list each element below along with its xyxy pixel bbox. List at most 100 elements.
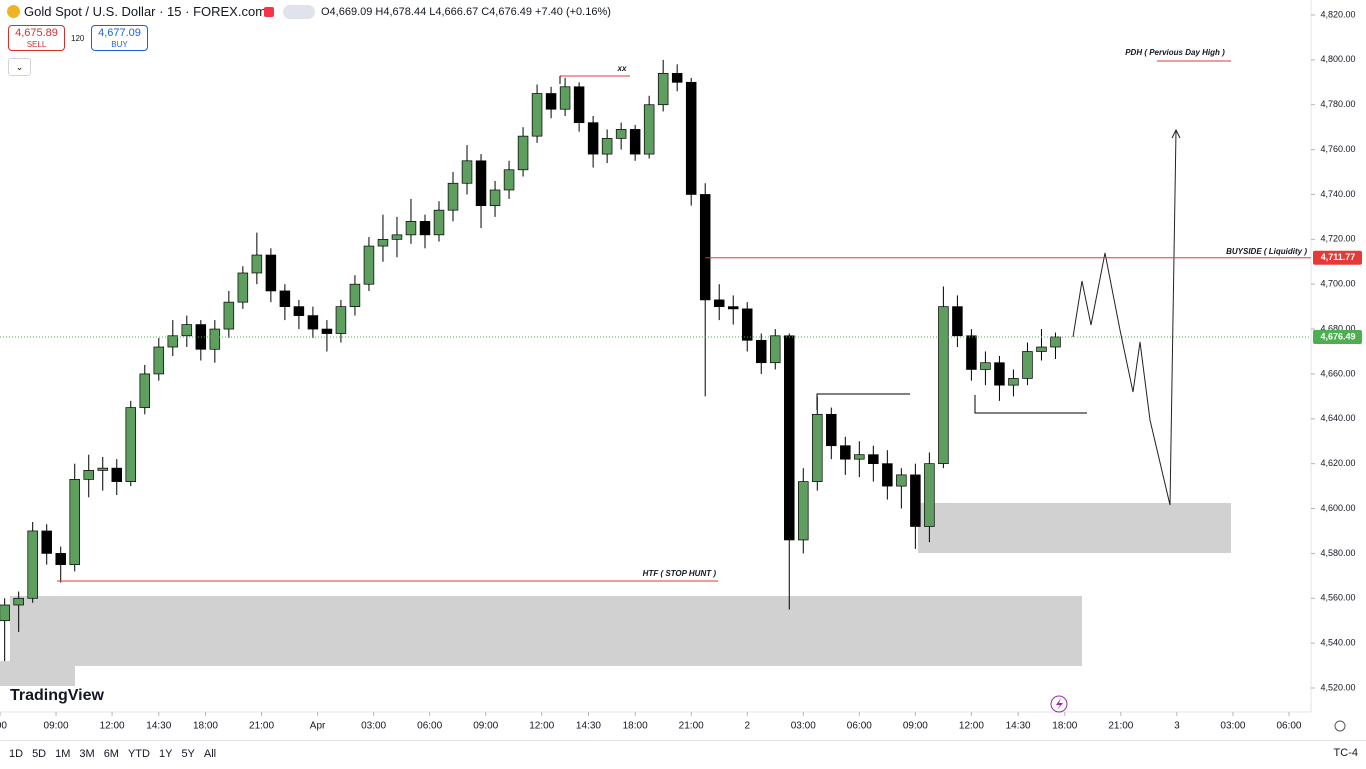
- candle-body: [770, 335, 781, 364]
- candle-body: [685, 81, 697, 195]
- candle-body: [321, 328, 333, 334]
- collapse-button[interactable]: ⌄: [8, 58, 31, 76]
- brand: TradingView: [10, 687, 104, 704]
- candle-body: [405, 221, 417, 236]
- candle-body: [111, 467, 123, 482]
- range-button[interactable]: 5Y: [181, 748, 195, 760]
- candle-body: [139, 373, 151, 408]
- buy-price: 4,677.09: [98, 27, 141, 39]
- settings-icon[interactable]: [1334, 720, 1346, 732]
- candle-body: [896, 474, 907, 487]
- x-tick-label: 21:00: [679, 721, 704, 732]
- annotation: HTF ( STOP HUNT ): [643, 569, 717, 578]
- range-button[interactable]: 1D: [9, 748, 24, 760]
- ohlc: O4,669.09 H4,678.44 L4,666.67 C4,676.49 …: [321, 6, 611, 18]
- sell-price: 4,675.89: [15, 27, 58, 39]
- candle-body: [0, 604, 10, 622]
- y-tick-label: 4,660.00: [1320, 368, 1355, 378]
- arrow-head: [1171, 128, 1181, 139]
- candles: [0, 59, 1061, 662]
- sell-label: SELL: [26, 40, 47, 49]
- candle-body: [153, 346, 165, 375]
- candle-body: [475, 160, 487, 207]
- x-tick-label: 03:00: [1220, 721, 1245, 732]
- candle-body: [629, 129, 641, 155]
- candle-body: [265, 254, 277, 292]
- candle-body: [279, 290, 291, 307]
- range-button[interactable]: 1Y: [158, 748, 173, 760]
- candle-body: [994, 362, 1005, 386]
- demand-zone: [918, 503, 1231, 553]
- range-button[interactable]: 6M: [103, 748, 119, 760]
- x-tick-label: Apr: [310, 721, 326, 732]
- candle-body: [798, 481, 809, 541]
- last-price-tag: [1313, 329, 1362, 344]
- x-tick-label: 18:00: [623, 721, 648, 732]
- indicator-toggle[interactable]: [283, 5, 315, 19]
- candle-body: [545, 93, 557, 110]
- projection-path: [1072, 130, 1177, 506]
- candle-body: [755, 339, 767, 364]
- x-tick-label: 03:00: [791, 721, 816, 732]
- structure-line: [974, 395, 1087, 414]
- candle-body: [671, 72, 683, 83]
- x-tick-label: 12:00: [959, 721, 984, 732]
- candle-body: [559, 86, 571, 110]
- candle-body: [433, 209, 445, 236]
- candle-body: [966, 335, 977, 370]
- candle-body: [840, 445, 851, 460]
- candle-body: [461, 160, 473, 184]
- range-button[interactable]: 1M: [55, 748, 71, 760]
- candle-body: [952, 306, 963, 337]
- flag-icon[interactable]: [264, 7, 274, 17]
- range-button[interactable]: All: [203, 748, 217, 760]
- candle-body: [181, 324, 193, 337]
- sell-button[interactable]: 4,675.89 SELL: [8, 25, 65, 51]
- candle-body: [293, 306, 305, 316]
- candle-body: [349, 283, 361, 307]
- x-tick-label: 18:00: [1052, 721, 1077, 732]
- range-button[interactable]: 5D: [32, 748, 47, 760]
- x-tick-label: 21:00: [249, 721, 274, 732]
- candle-body: [713, 299, 725, 307]
- candle-body: [826, 413, 837, 447]
- candle-body: [601, 138, 613, 155]
- y-tick-label: 4,740.00: [1320, 189, 1355, 199]
- candle-body: [125, 407, 137, 482]
- candle-body: [657, 72, 669, 106]
- x-tick-label: 06:00: [847, 721, 872, 732]
- range-button[interactable]: YTD: [127, 748, 150, 760]
- annotation: xx: [617, 64, 627, 73]
- x-tick-label: 09:00: [44, 721, 69, 732]
- x-tick-label: 14:30: [1006, 721, 1031, 732]
- annotation: PDH ( Pervious Day High ): [1125, 48, 1225, 57]
- candle-body: [980, 362, 991, 370]
- x-tick-label: 06:00: [1276, 721, 1301, 732]
- x-tick-label: 09:00: [473, 721, 498, 732]
- spread: 120: [71, 34, 85, 43]
- brand-logo: TradingView: [10, 687, 104, 705]
- candle-body: [1022, 351, 1033, 379]
- range-button[interactable]: 3M: [79, 748, 95, 760]
- candle-body: [209, 328, 221, 350]
- y-tick-label: 4,820.00: [1320, 9, 1355, 19]
- candle-body: [910, 474, 921, 527]
- candle-body: [812, 413, 823, 482]
- demand-zone: [0, 661, 75, 686]
- drawings: HTF ( STOP HUNT ) xx PDH ( Pervious Day …: [57, 48, 1346, 732]
- layout-name[interactable]: TC-4: [1333, 747, 1358, 759]
- x-tick-label: 2: [744, 721, 750, 732]
- y-tick-label: 4,540.00: [1320, 638, 1355, 648]
- candle-body: [615, 129, 627, 139]
- y-tick-label: 4,620.00: [1320, 458, 1355, 468]
- buy-button[interactable]: 4,677.09 BUY: [91, 25, 148, 51]
- candle-body: [83, 470, 94, 480]
- y-tick-label: 4,760.00: [1320, 144, 1355, 154]
- candle-body: [237, 272, 249, 303]
- y-tick-label: 4,680.00: [1320, 323, 1355, 333]
- alert-icon[interactable]: [1050, 695, 1068, 713]
- candle-body: [391, 234, 403, 240]
- x-tick-label: 06:00: [417, 721, 442, 732]
- candle-body: [882, 463, 893, 487]
- candle-body: [363, 245, 375, 285]
